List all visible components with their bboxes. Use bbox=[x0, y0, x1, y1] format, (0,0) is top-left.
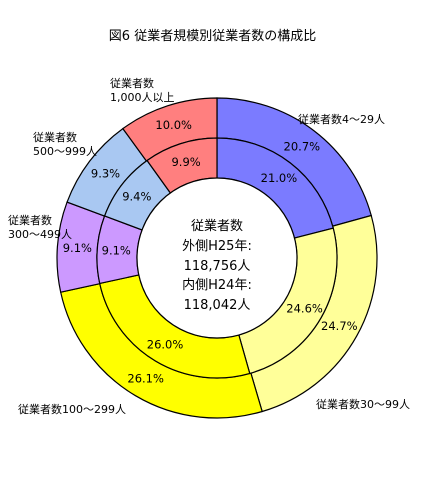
center-text-line-2: 118,756人 bbox=[184, 259, 251, 274]
category-label-1-line-0: 従業者数30～99人 bbox=[316, 398, 410, 411]
category-label-5-line-1: 1,000人以上 bbox=[110, 91, 175, 104]
inner-value-label-0: 21.0% bbox=[261, 171, 298, 185]
outer-value-label-4: 9.3% bbox=[91, 166, 120, 180]
center-text-line-3: 内側H24年: bbox=[182, 277, 252, 293]
inner-value-label-1: 24.6% bbox=[286, 301, 323, 315]
category-label-4-line-1: 500～999人 bbox=[33, 145, 97, 158]
category-label-2-line-0: 従業者数100～299人 bbox=[18, 403, 126, 416]
category-label-5-line-0: 従業者数 bbox=[110, 77, 154, 90]
inner-value-label-3: 9.1% bbox=[102, 244, 131, 258]
inner-value-label-4: 9.4% bbox=[122, 190, 151, 204]
outer-value-label-2: 26.1% bbox=[127, 371, 164, 385]
category-label-3-line-0: 従業者数 bbox=[8, 214, 52, 227]
inner-value-label-2: 26.0% bbox=[147, 338, 184, 352]
outer-value-label-1: 24.7% bbox=[321, 319, 358, 333]
category-label-4-line-0: 従業者数 bbox=[33, 131, 77, 144]
outer-value-label-3: 9.1% bbox=[63, 241, 92, 255]
center-text-line-4: 118,042人 bbox=[184, 298, 251, 313]
category-label-0-line-0: 従業者数4～29人 bbox=[298, 113, 385, 126]
center-text-line-1: 外側H25年: bbox=[182, 239, 252, 254]
outer-value-label-0: 20.7% bbox=[284, 140, 321, 154]
inner-value-label-5: 9.9% bbox=[171, 155, 200, 169]
center-hole bbox=[137, 178, 297, 338]
outer-value-label-5: 10.0% bbox=[155, 118, 192, 132]
center-text-line-0: 従業者数 bbox=[191, 218, 243, 234]
category-label-3-line-1: 300～499人 bbox=[8, 228, 72, 241]
